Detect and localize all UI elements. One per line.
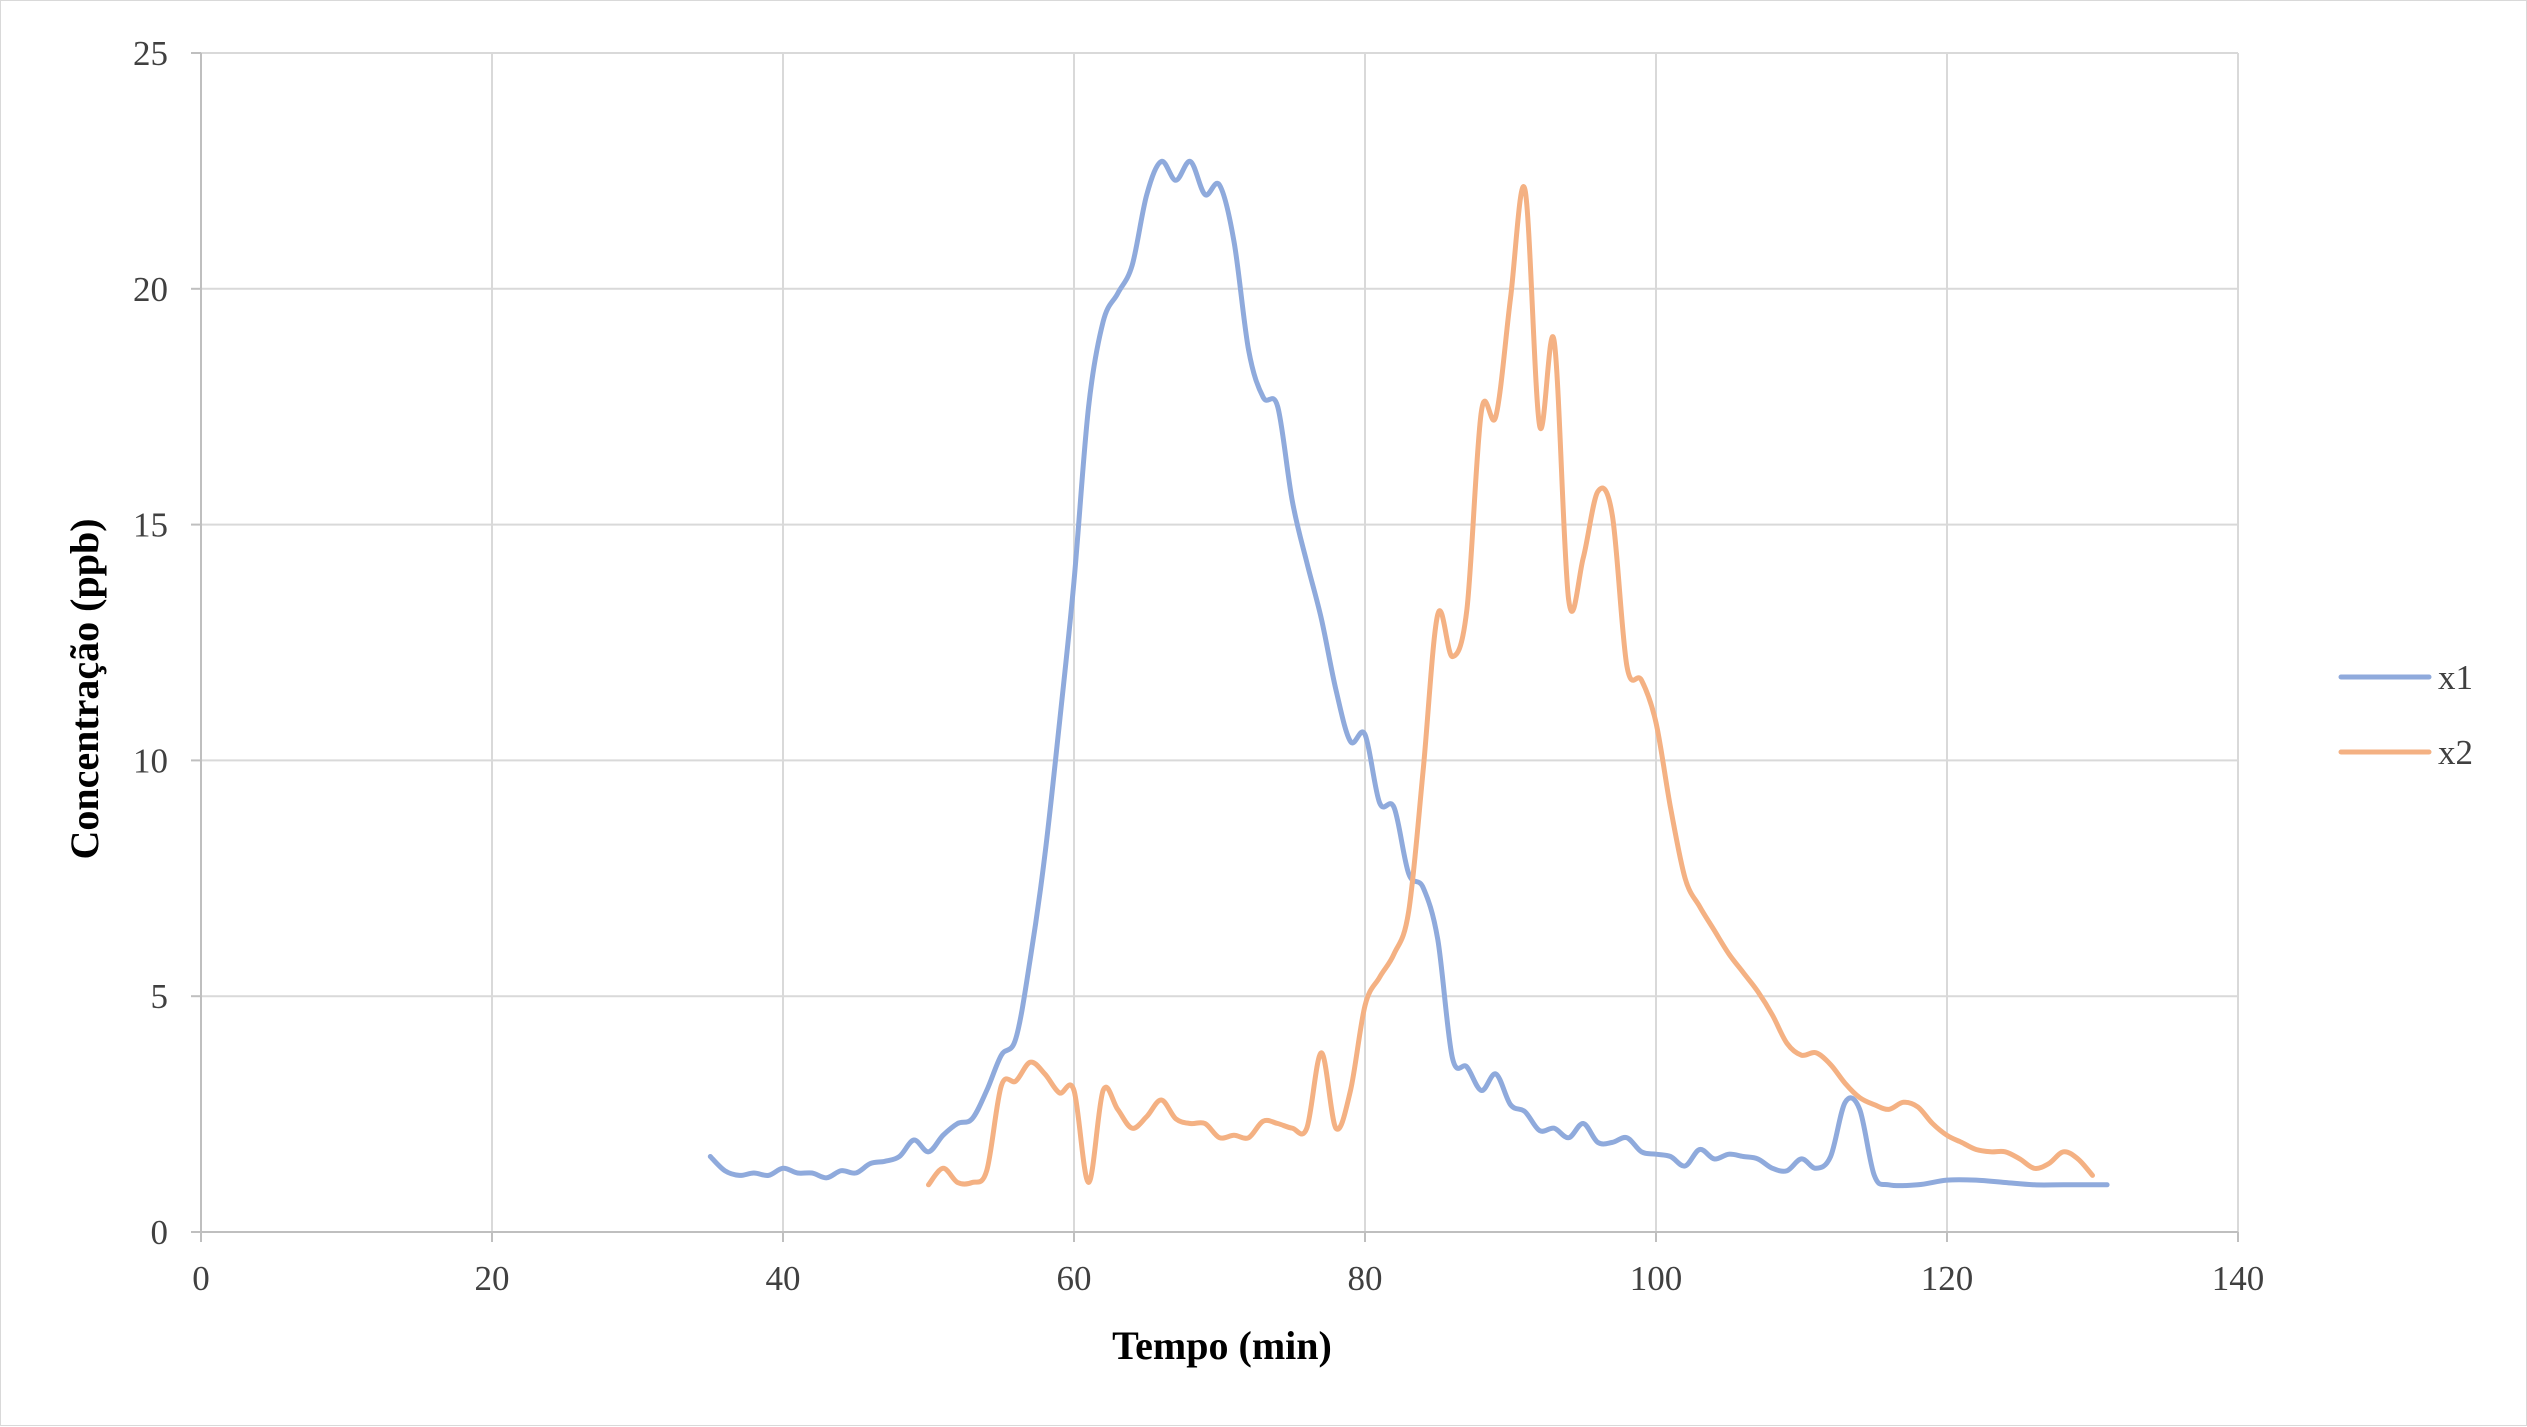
legend-label-x2: x2 xyxy=(2438,733,2473,772)
series-line-x2 xyxy=(926,184,2095,1188)
y-tick-label: 10 xyxy=(133,741,168,780)
x-axis-title: Tempo (min) xyxy=(1112,1323,1332,1368)
y-tick-label: 5 xyxy=(151,977,169,1016)
gridlines xyxy=(201,52,2239,1232)
x-tick-labels: 0 20 40 60 80 100 120 140 xyxy=(192,1259,2264,1298)
series-lines xyxy=(707,158,2110,1189)
y-tick-label: 15 xyxy=(133,506,168,545)
legend: x1 x2 xyxy=(2338,658,2473,772)
x-tick-label: 140 xyxy=(2212,1259,2265,1298)
x-tick-label: 20 xyxy=(475,1259,510,1298)
x-tick-label: 100 xyxy=(1630,1259,1683,1298)
axes xyxy=(191,52,2239,1242)
series-line-x1 xyxy=(707,158,2110,1189)
x-tick-label: 80 xyxy=(1348,1259,1383,1298)
y-tick-label: 20 xyxy=(133,270,168,309)
x-tick-label: 120 xyxy=(1921,1259,1974,1298)
x-tick-label: 40 xyxy=(766,1259,801,1298)
y-tick-labels: 0 5 10 15 20 25 xyxy=(133,34,168,1252)
x-tick-label: 0 xyxy=(192,1259,210,1298)
x-tick-label: 60 xyxy=(1057,1259,1092,1298)
y-tick-label: 25 xyxy=(133,34,168,73)
y-axis-title: Concentração (ppb) xyxy=(62,518,107,859)
y-tick-label: 0 xyxy=(151,1213,169,1252)
legend-label-x1: x1 xyxy=(2438,658,2473,697)
